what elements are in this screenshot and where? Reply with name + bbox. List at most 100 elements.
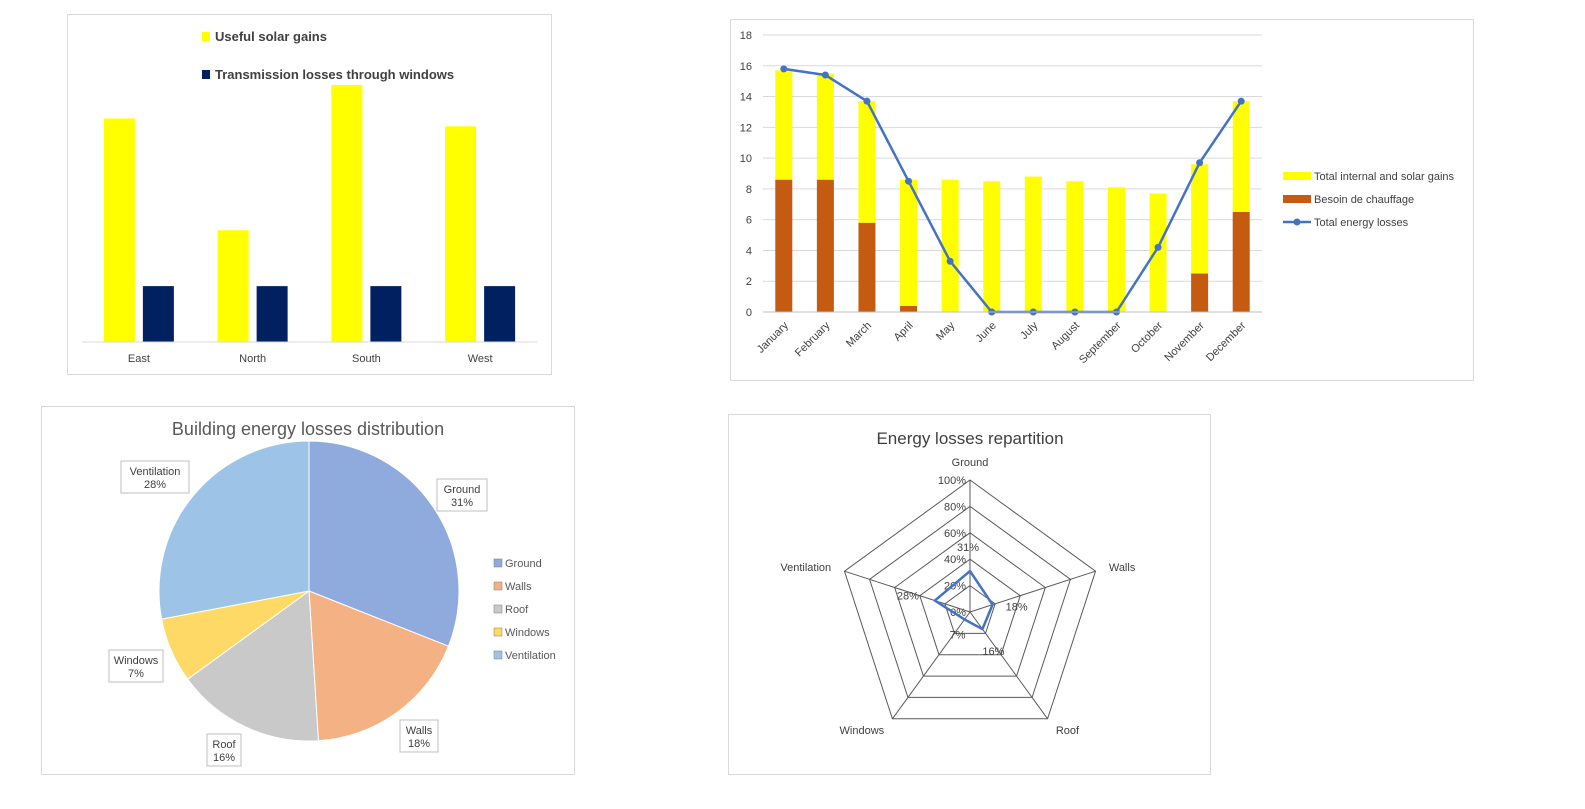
grid-ring-100 [843, 479, 1097, 720]
point-total-energy-losses-april [905, 177, 913, 185]
y-tick-label-8: 8 [746, 184, 752, 196]
legend-label-roof: Roof [505, 604, 529, 616]
axis-spoke-walls [969, 570, 1096, 613]
data-label-percent-ventilation: 28% [144, 479, 166, 491]
bar-total-internal-and-solar-gains-july [1024, 176, 1042, 312]
axis-spoke-ventilation [844, 570, 971, 613]
x-tick-label-january: January [755, 319, 792, 356]
bar-total-internal-and-solar-gains-february [816, 73, 834, 180]
data-label-name-ventilation: Ventilation [130, 466, 181, 478]
y-tick-label-12: 12 [740, 122, 752, 134]
legend-label-windows: Windows [505, 627, 550, 639]
r-tick-label-0: 0% [950, 607, 966, 619]
data-label-name-roof: Roof [212, 739, 236, 751]
point-total-energy-losses-december [1237, 97, 1245, 105]
point-total-energy-losses-january [780, 65, 788, 73]
monthly-balance-chart-panel: 0 2 4 6 8 10 12 14 16 18 January February March April… [730, 19, 1474, 381]
legend-label-useful-solar-gains: Useful solar gains [215, 29, 327, 44]
chart-title: Building energy losses distribution [172, 419, 444, 439]
bar-besoin-de-chauffage-january [775, 179, 793, 312]
data-label-percent-walls: 18% [408, 738, 430, 750]
data-label-name-walls: Walls [406, 725, 433, 737]
bar-total-internal-and-solar-gains-december [1232, 101, 1250, 212]
bar-useful-solar-gains-east [103, 118, 135, 343]
data-label-name-ground: Ground [444, 484, 481, 496]
legend-swatch-windows [493, 627, 503, 637]
legend-label-total-energy-losses: Total energy losses [1314, 217, 1409, 229]
x-tick-label-south: South [352, 353, 381, 365]
chart-title: Energy losses repartition [876, 429, 1063, 448]
legend-marker-total-energy-losses [1293, 218, 1301, 226]
legend-swatch-roof [493, 604, 503, 614]
data-label-walls: 18% [1006, 602, 1028, 614]
x-tick-label-west: West [468, 353, 493, 365]
bar-useful-solar-gains-north [217, 230, 249, 342]
solar-gains-chart: Useful solar gains Transmission losses th… [82, 29, 537, 365]
data-label-ventilation: 28% [897, 591, 919, 603]
grid-ring-80 [868, 505, 1072, 698]
bar-transmission-losses-through-windows-south [370, 286, 402, 342]
pie-slice-ground [308, 440, 460, 647]
axis-label-walls: Walls [1109, 562, 1136, 574]
legend-swatch-transmission-losses-through-windows [202, 70, 210, 79]
losses-distribution-pie-panel: Building energy losses distribution Groun… [41, 406, 575, 775]
bar-total-internal-and-solar-gains-june [983, 181, 1001, 312]
axis-spoke-windows [892, 611, 971, 720]
bar-besoin-de-chauffage-february [816, 179, 834, 312]
x-tick-label-east: East [128, 353, 150, 365]
legend-swatch-besoin-de-chauffage [1283, 195, 1311, 203]
data-label-box-ventilation [120, 460, 190, 494]
axis-label-windows: Windows [840, 725, 885, 737]
legend-label-ground: Ground [505, 558, 542, 570]
y-tick-label-0: 0 [746, 307, 752, 319]
pie-slice-ventilation [158, 440, 310, 620]
r-tick-label-100: 100% [938, 475, 966, 487]
axis-label-roof: Roof [1056, 725, 1080, 737]
bar-total-internal-and-solar-gains-march [858, 101, 876, 223]
point-total-energy-losses-october [1154, 243, 1162, 251]
radar-series-line [933, 569, 994, 631]
x-tick-label-may: May [934, 319, 958, 343]
x-tick-label-december: December [1204, 319, 1249, 364]
losses-distribution-pie: Building energy losses distribution Groun… [108, 419, 556, 767]
legend-swatch-ventilation [493, 650, 503, 660]
point-total-energy-losses-may [946, 257, 954, 265]
bar-total-internal-and-solar-gains-october [1149, 193, 1167, 312]
x-tick-label-february: February [793, 319, 833, 359]
bar-besoin-de-chauffage-march [858, 222, 876, 312]
y-tick-label-6: 6 [746, 215, 752, 227]
losses-repartition-radar-panel: Energy losses repartition 0% 20% 40% 60% 80% 1… [728, 414, 1211, 775]
monthly-balance-chart: 0 2 4 6 8 10 12 14 16 18 January February March April… [740, 30, 1455, 366]
solar-gains-chart-panel: Useful solar gains Transmission losses th… [67, 14, 552, 375]
bar-transmission-losses-through-windows-north [256, 286, 288, 342]
bar-transmission-losses-through-windows-east [142, 286, 174, 342]
legend-swatch-walls [493, 581, 503, 591]
data-label-box-walls [399, 719, 439, 753]
bar-besoin-de-chauffage-december [1232, 211, 1250, 312]
x-tick-label-north: North [239, 353, 266, 365]
legend-label-transmission-losses-through-windows: Transmission losses through windows [215, 67, 454, 82]
line-total-energy-losses [783, 67, 1243, 314]
bar-useful-solar-gains-west [445, 126, 477, 342]
y-tick-label-4: 4 [746, 245, 752, 257]
legend-label-ventilation: Ventilation [505, 650, 556, 662]
legend-label-besoin-de-chauffage: Besoin de chauffage [1314, 194, 1414, 206]
data-label-windows: 7% [950, 629, 966, 641]
legend-label-total-internal-and-solar-gains: Total internal and solar gains [1314, 171, 1455, 183]
bar-total-internal-and-solar-gains-august [1066, 181, 1084, 312]
y-tick-label-10: 10 [740, 153, 752, 165]
x-tick-label-october: October [1129, 319, 1165, 355]
data-label-box-roof [206, 733, 242, 767]
x-tick-label-august: August [1049, 320, 1082, 353]
legend-swatch-total-internal-and-solar-gains [1283, 172, 1311, 180]
x-tick-label-july: July [1018, 319, 1041, 342]
y-tick-label-16: 16 [740, 61, 752, 73]
data-label-percent-windows: 7% [128, 668, 144, 680]
point-total-energy-losses-november [1196, 159, 1204, 167]
x-tick-label-june: June [973, 320, 998, 345]
r-tick-label-80: 80% [944, 501, 966, 513]
legend-swatch-useful-solar-gains [202, 32, 210, 41]
x-tick-label-november: November [1162, 319, 1207, 364]
x-tick-label-september: September [1077, 319, 1124, 366]
pie-slice-walls [308, 590, 450, 742]
